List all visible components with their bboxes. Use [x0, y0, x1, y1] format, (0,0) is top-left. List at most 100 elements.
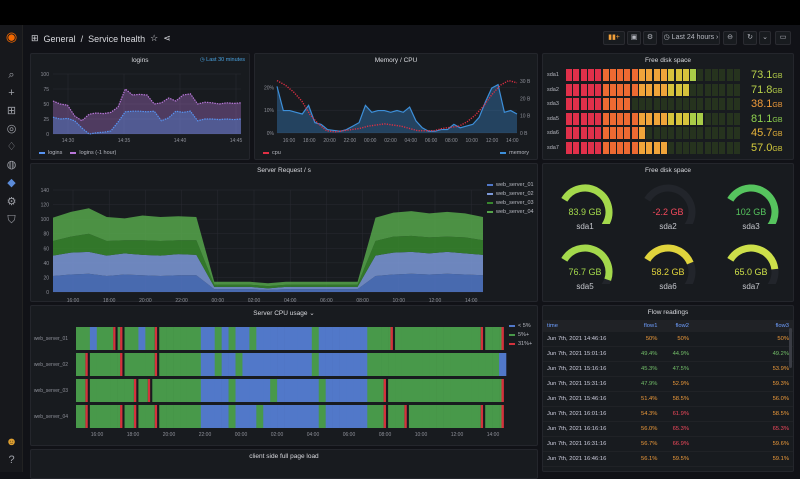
column-header-flow3[interactable]: flow3 [693, 320, 793, 332]
gauge: 76.7 GB sda5 [555, 244, 615, 300]
legend-item[interactable]: logins (-1 hour) [70, 150, 116, 156]
state-segment [404, 405, 407, 428]
share-icon[interactable]: ⋖ [163, 33, 171, 43]
legend-item[interactable]: < 5% [509, 323, 532, 329]
refresh-interval-dropdown[interactable]: ⌄ [759, 31, 771, 45]
state-segment [318, 405, 326, 428]
legend-item[interactable]: web_server_04 [487, 209, 534, 215]
column-header-flow2[interactable]: flow2 [661, 320, 693, 332]
help-icon[interactable]: ? [8, 454, 15, 466]
globe-icon[interactable]: ◍ [6, 159, 17, 171]
time-picker-button[interactable]: ◷ Last 24 hours › [662, 31, 720, 45]
series-area-web_server_02 [53, 251, 483, 290]
star-icon[interactable]: ☆ [150, 33, 159, 43]
explore-icon[interactable]: ◎ [6, 123, 17, 135]
table-row[interactable]: Jun 7th, 2021 14:46:16 50% 50% 50% [543, 332, 793, 348]
table-scrollbar[interactable] [789, 328, 792, 368]
settings-gear-icon[interactable]: ⚙ [643, 31, 657, 45]
cell-time: Jun 7th, 2021 16:46:16 [543, 451, 630, 468]
state-segment [501, 327, 504, 350]
legend-memory[interactable]: memory [500, 150, 529, 156]
bar-cell [646, 141, 653, 154]
tick-label: 18:00 [103, 298, 116, 302]
user-avatar-icon[interactable]: ☻ [5, 436, 18, 448]
bar-cell [660, 141, 667, 154]
table-row[interactable]: Jun 7th, 2021 15:31:16 47.9% 52.9% 59.3% [543, 376, 793, 393]
state-segment [131, 379, 134, 402]
bar-cell [587, 127, 594, 139]
state-segment [291, 327, 299, 350]
state-segment [408, 353, 417, 376]
legend-item[interactable]: 5%+ [509, 332, 532, 338]
table-row[interactable]: Jun 7th, 2021 16:46:16 56.1% 59.5% 59.1% [543, 451, 793, 468]
add-panel-button[interactable]: ▮▮+ [603, 31, 625, 45]
legend-item[interactable]: logins [39, 150, 62, 156]
legend-item[interactable]: web_server_03 [487, 200, 534, 206]
state-segment [76, 327, 84, 350]
column-header-time[interactable]: time [543, 320, 630, 332]
tv-mode-icon[interactable]: ▭ [775, 31, 791, 45]
state-segment [186, 405, 195, 428]
table-row[interactable]: Jun 7th, 2021 15:16:16 45.3% 47.5% 53.9% [543, 361, 793, 378]
state-segment [124, 405, 132, 428]
state-segment [152, 327, 155, 350]
bar-cell [675, 112, 682, 125]
plus-icon[interactable]: + [8, 87, 15, 99]
search-icon[interactable]: ⌕ [8, 69, 15, 81]
gear-icon[interactable]: ⚙ [6, 196, 17, 208]
zoom-out-icon[interactable]: ⊖ [723, 31, 737, 45]
bar-cell [609, 127, 616, 139]
panel-title[interactable]: Server CPU usage ⌄ [253, 310, 315, 317]
state-segment [291, 353, 299, 376]
logins-chart[interactable]: 0 25 50 75 100 14:30 14:35 14:40 14:45 [31, 64, 251, 156]
table-row[interactable]: Jun 7th, 2021 15:46:16 51.4% 58.5% 56.0% [543, 391, 793, 408]
tick-label: 0 B [520, 131, 528, 137]
disk-value: 57.0GB [751, 141, 783, 154]
state-segment [492, 379, 500, 402]
alert-bell-icon[interactable]: ♢ [6, 141, 17, 153]
state-segment [228, 353, 236, 376]
state-segment [131, 327, 139, 350]
bar-cell [609, 112, 616, 125]
table-row[interactable]: Jun 7th, 2021 16:16:16 56.0% 65.3% 65.3% [543, 421, 793, 438]
state-segment [96, 353, 105, 376]
column-header-flow1[interactable]: flow1 [629, 320, 662, 332]
refresh-icon[interactable]: ↻ [743, 31, 757, 45]
bar-cell [609, 98, 616, 110]
state-segment [291, 379, 299, 402]
disk-value: 73.1GB [751, 69, 783, 81]
legend-item[interactable]: web_server_01 [487, 182, 534, 188]
plugin-icon[interactable]: ◆ [7, 177, 16, 189]
dashboard-title[interactable]: Service health [88, 33, 146, 44]
dashboards-icon[interactable]: ⊞ [6, 105, 17, 117]
panel-memory-cpu: Memory / CPU 0% 10% 20% 0 B 10 B 20 B 30 B 16:0… [254, 53, 538, 160]
tick-label: 100 [41, 72, 50, 78]
state-segment [478, 353, 486, 376]
server-requests-chart[interactable]: 0 20 40 60 80 100 120 140 16:00 18:00 20:00 22:00 00… [31, 172, 539, 302]
memory-cpu-chart[interactable]: 0% 10% 20% 0 B 10 B 20 B 30 B 16:00 18:00 20:00 22… [255, 64, 539, 156]
bar-cell [704, 83, 711, 96]
state-segment [374, 405, 382, 428]
table-row[interactable]: Jun 7th, 2021 16:01:16 54.3% 61.9% 58.5% [543, 406, 793, 423]
grafana-logo-icon[interactable]: ◉ [5, 29, 18, 44]
table-row[interactable]: Jun 7th, 2021 15:01:16 49.4% 44.9% 49.2% [543, 346, 793, 363]
cell-flow2: 65.3% [661, 421, 693, 438]
state-segment [408, 405, 417, 428]
legend-item[interactable]: web_server_02 [487, 191, 534, 197]
shield-icon[interactable]: ⛉ [7, 214, 16, 226]
bar-cell [639, 141, 645, 154]
bar-cell [704, 98, 711, 110]
legend-item[interactable]: 31%+ [509, 341, 532, 347]
state-segment [360, 405, 368, 428]
state-segment [388, 405, 396, 428]
breadcrumb-folder[interactable]: General [43, 33, 76, 44]
legend-cpu[interactable]: cpu [263, 150, 281, 156]
table-row[interactable]: Jun 7th, 2021 16:31:16 56.7% 66.9% 59.6% [543, 436, 793, 453]
cpu-state-timeline[interactable]: web_server_01 web_server_02 web_server_03w… [31, 316, 539, 446]
tick-label: 0% [267, 131, 275, 137]
save-icon[interactable]: ▣ [627, 31, 641, 45]
state-segment [214, 405, 222, 428]
bar-cell [690, 127, 697, 139]
bar-cell [682, 112, 689, 125]
state-segment [166, 379, 174, 402]
